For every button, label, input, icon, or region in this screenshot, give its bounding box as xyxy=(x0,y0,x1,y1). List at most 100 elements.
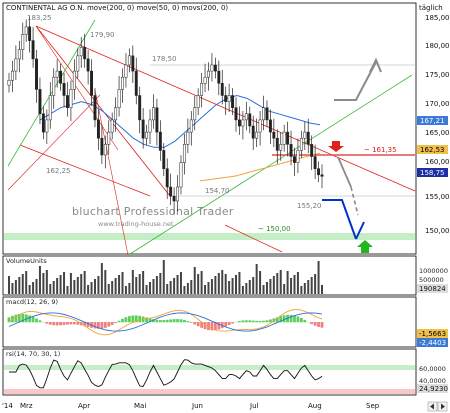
volume-bar xyxy=(179,272,182,294)
price-tick-165: 165,00 xyxy=(425,129,450,137)
macd-histogram-bar xyxy=(313,322,317,326)
candle-body xyxy=(7,80,11,86)
time-axis: '14 Mrz Apr Mai Jun Jul Aug Sep xyxy=(2,401,448,412)
time-label-jul: Jul xyxy=(249,402,259,410)
macd-histogram-bar xyxy=(303,319,307,323)
volume-bar xyxy=(128,283,131,294)
volume-bar xyxy=(197,274,200,294)
red-channel-bottom xyxy=(224,224,283,253)
candle-body xyxy=(110,119,114,133)
volume-bar xyxy=(35,279,38,294)
candle-body xyxy=(21,34,25,50)
candle-body xyxy=(176,186,179,202)
ma50-tag: 167,21 xyxy=(420,117,445,125)
volume-bar xyxy=(200,271,203,294)
candle-body xyxy=(279,144,283,151)
candle-body xyxy=(272,131,276,139)
candle-body xyxy=(210,64,214,72)
candle-body xyxy=(127,55,131,66)
macd-histogram-bar xyxy=(265,320,269,323)
price-tick-170: 170,00 xyxy=(425,100,450,108)
macd-histogram-bar xyxy=(134,315,138,323)
rsi-tag-box xyxy=(417,384,448,393)
volume-bar xyxy=(186,283,189,294)
candle-body xyxy=(196,95,200,108)
volume-bar xyxy=(38,266,41,294)
candle-body xyxy=(114,107,118,121)
macd-label: macd(12, 26, 9) xyxy=(6,298,58,306)
candle-body xyxy=(296,150,300,163)
macd-tag-2: -2,4403 xyxy=(419,339,446,347)
macd-histogram-bar xyxy=(103,322,107,328)
volume-bar xyxy=(210,279,213,294)
candle-body xyxy=(28,26,32,41)
macd-histogram-bar xyxy=(217,322,221,330)
macd-histogram-bar xyxy=(158,320,162,323)
volume-bar xyxy=(238,272,241,294)
candle-body xyxy=(317,168,321,176)
blue-rebound-scenario xyxy=(355,221,365,240)
macd-histogram-bar xyxy=(275,317,279,323)
volume-bar xyxy=(49,284,52,294)
macd-line xyxy=(8,309,323,336)
candle-body xyxy=(255,131,259,139)
candle-body xyxy=(90,70,93,96)
volume-tick-500k: 500000 xyxy=(419,276,444,284)
time-label-year: '14 xyxy=(2,402,13,410)
candle-body xyxy=(124,64,128,78)
volume-bar xyxy=(224,274,227,294)
volume-label: VolumeUnits xyxy=(6,257,47,265)
volume-bar xyxy=(321,285,323,294)
candle-body xyxy=(86,58,90,72)
candle-body xyxy=(10,70,14,81)
macd-histogram-bar xyxy=(310,322,314,325)
nav-arrows-icon[interactable] xyxy=(427,401,448,412)
volume-bar xyxy=(73,280,76,294)
volume-bar xyxy=(176,275,179,294)
candle-body xyxy=(169,186,173,197)
macd-histogram-bar xyxy=(176,319,179,323)
macd-histogram-bar xyxy=(296,316,300,323)
candle-body xyxy=(320,174,324,177)
price-tick-150: 150,00 xyxy=(425,227,450,235)
candle-body xyxy=(193,107,197,121)
candle-body xyxy=(14,58,18,72)
macd-histogram-bar xyxy=(282,315,286,323)
candle-body xyxy=(165,168,169,188)
volume-bar xyxy=(272,276,275,294)
candle-body xyxy=(289,144,293,157)
macd-histogram-bar xyxy=(289,314,293,323)
macd-histogram-bar xyxy=(7,317,11,323)
macd-histogram-bar xyxy=(238,320,241,323)
macd-histogram-bar xyxy=(38,320,42,323)
label-h3: 178,50 xyxy=(152,55,177,63)
volume-bar xyxy=(138,274,141,294)
volume-bar xyxy=(290,278,293,294)
volume-bar xyxy=(214,276,217,294)
macd-histogram-bar xyxy=(320,322,324,328)
macd-histogram-bar xyxy=(66,322,69,325)
red-down-arrow-icon xyxy=(328,141,344,152)
volume-bar xyxy=(190,280,193,294)
candle-body xyxy=(45,119,49,133)
candle-body xyxy=(96,119,100,139)
volume-bar xyxy=(111,281,114,294)
interval-label: täglich xyxy=(419,4,443,12)
candle-body xyxy=(103,144,107,156)
volume-bar xyxy=(207,282,210,294)
macd-histogram-bar xyxy=(76,322,80,325)
last-price-tag-box xyxy=(417,168,448,177)
price-tick-180: 180,00 xyxy=(425,42,450,50)
macd-histogram-bar xyxy=(28,315,32,323)
volume-bar xyxy=(90,282,93,294)
volume-bar xyxy=(162,260,165,294)
volume-bar xyxy=(303,283,306,294)
volume-bar xyxy=(221,270,224,294)
candle-body xyxy=(282,131,286,145)
volume-bar xyxy=(245,283,248,294)
candle-body xyxy=(303,131,307,139)
candle-body xyxy=(55,70,59,78)
macd-histogram-bar xyxy=(100,322,104,329)
macd-histogram-bar xyxy=(14,314,18,323)
candle-body xyxy=(265,107,269,121)
